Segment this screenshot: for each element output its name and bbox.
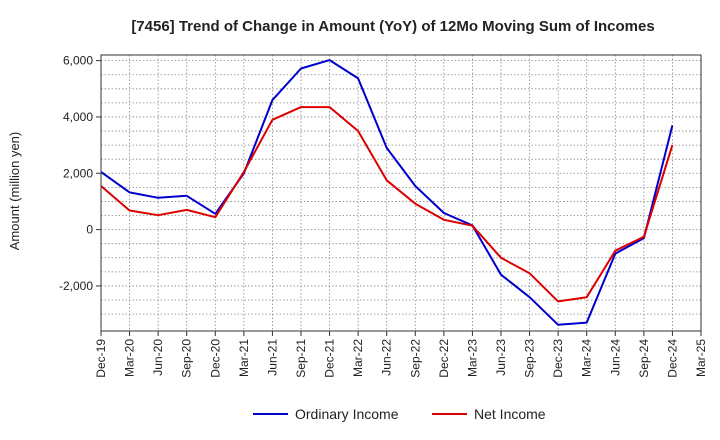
x-tick-label: Mar-20 (123, 339, 137, 377)
x-tick-label: Dec-19 (94, 339, 108, 378)
y-tick-label: -2,000 (59, 279, 93, 293)
x-tick-label: Mar-25 (694, 339, 708, 377)
grid (100, 55, 702, 331)
x-tick-label: Sep-22 (408, 339, 422, 378)
plot-frame (100, 54, 702, 332)
y-tick-label: 0 (86, 223, 93, 237)
y-tick-label: 4,000 (63, 110, 93, 124)
y-axis-ticks: -2,000 0 2,000 4,000 6,000 (59, 54, 101, 293)
x-tick-label: Dec-20 (208, 339, 222, 378)
chart-title: [7456] Trend of Change in Amount (YoY) o… (131, 18, 654, 35)
x-tick-label: Sep-20 (180, 339, 194, 378)
series-line-ordinary-income (100, 59, 674, 326)
x-axis-ticks: Dec-19 Mar-20 Jun-20 Sep-20 Dec-20 Mar-21 Jun-… (94, 331, 708, 378)
x-tick-label: Jun-21 (265, 339, 279, 376)
x-tick-label: Mar-21 (237, 339, 251, 377)
x-tick-label: Dec-21 (323, 339, 337, 378)
y-tick-label: 6,000 (63, 54, 93, 68)
legend-label-net-income: Net Income (474, 406, 546, 422)
x-tick-label: Sep-21 (294, 339, 308, 378)
legend: Ordinary Income Net Income (253, 406, 546, 422)
x-tick-label: Mar-24 (580, 339, 594, 377)
x-tick-label: Dec-24 (665, 339, 679, 378)
x-tick-label: Sep-23 (523, 339, 537, 378)
x-tick-label: Mar-22 (351, 339, 365, 377)
x-tick-label: Dec-22 (437, 339, 451, 378)
x-tick-label: Sep-24 (637, 339, 651, 378)
legend-label-ordinary-income: Ordinary Income (295, 406, 399, 422)
series-lines (100, 59, 674, 326)
x-tick-label: Jun-22 (380, 339, 394, 376)
x-tick-label: Jun-24 (608, 339, 622, 376)
series-line-net-income (100, 106, 674, 303)
x-tick-label: Jun-20 (151, 339, 165, 376)
y-axis-label: Amount (million yen) (7, 132, 22, 251)
x-tick-label: Jun-23 (494, 339, 508, 376)
x-tick-label: Dec-23 (551, 339, 565, 378)
y-tick-label: 2,000 (63, 166, 93, 180)
x-tick-label: Mar-23 (465, 339, 479, 377)
